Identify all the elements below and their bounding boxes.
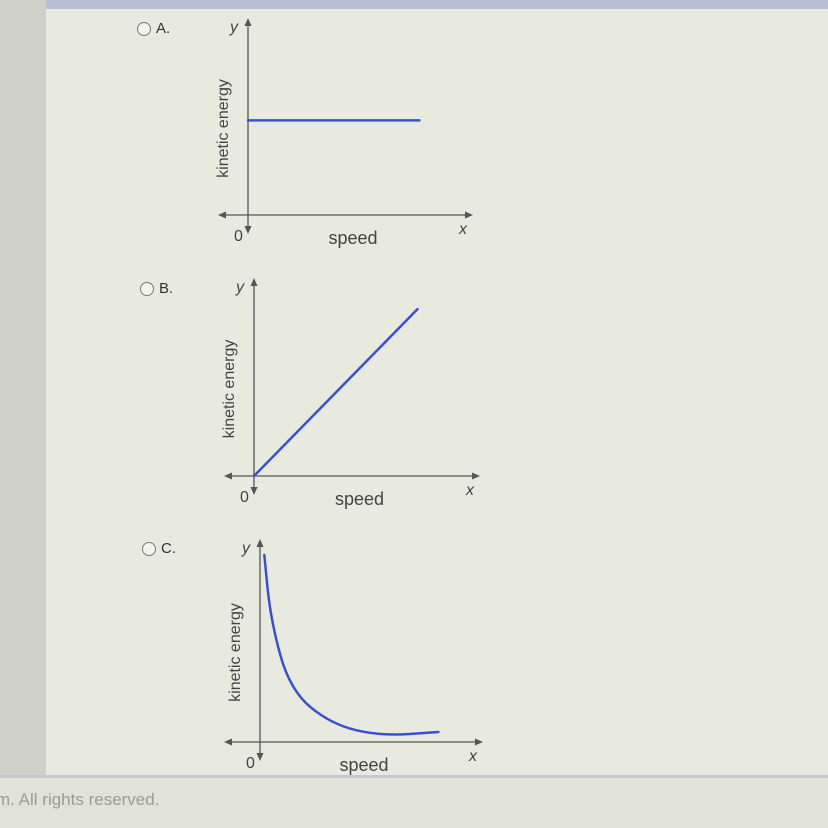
origin-label: 0 [234, 228, 243, 245]
left-margin [0, 0, 46, 778]
y-axis-arrow-icon [244, 18, 252, 26]
x-axis-letter: x [458, 221, 468, 238]
footer: m. All rights reserved. [0, 778, 828, 828]
x-axis-arrow-icon [224, 738, 232, 746]
x-axis-label: speed [340, 755, 389, 775]
option-label: B. [159, 280, 174, 297]
x-axis-arrow-icon [218, 211, 226, 219]
series-line [263, 553, 440, 736]
option-label: C. [161, 540, 176, 557]
series-line [252, 307, 419, 478]
y-axis-arrow-icon [256, 753, 264, 761]
x-axis-label: speed [335, 489, 384, 509]
y-axis-arrow-icon [256, 539, 264, 547]
radio-button-c[interactable] [142, 541, 156, 556]
option-c[interactable]: C. [142, 540, 176, 557]
x-axis-arrow-icon [224, 472, 232, 480]
x-axis-arrow-icon [475, 738, 483, 746]
origin-label: 0 [246, 755, 255, 772]
y-axis-label: kinetic energy [215, 79, 232, 178]
x-axis-arrow-icon [472, 472, 480, 480]
y-axis-letter: y [235, 279, 245, 296]
x-axis-letter: x [468, 748, 478, 765]
radio-button-b[interactable] [140, 281, 154, 296]
y-axis-label: kinetic energy [221, 340, 238, 439]
option-label: A. [156, 20, 171, 37]
x-axis-arrow-icon [465, 211, 473, 219]
y-axis-label: kinetic energy [227, 603, 244, 702]
y-axis-arrow-icon [244, 226, 252, 234]
x-axis-letter: x [465, 482, 475, 499]
option-b[interactable]: B. [140, 280, 173, 297]
y-axis-letter: y [241, 540, 251, 557]
x-axis-label: speed [329, 228, 378, 248]
top-bar [0, 0, 828, 9]
origin-label: 0 [240, 489, 249, 506]
copyright-text: m. All rights reserved. [0, 790, 160, 809]
radio-button-a[interactable] [137, 21, 151, 36]
y-axis-letter: y [229, 19, 239, 36]
option-a[interactable]: A. [137, 20, 170, 37]
question-panel [46, 9, 828, 776]
y-axis-arrow-icon [250, 487, 258, 495]
divider [0, 775, 828, 778]
y-axis-arrow-icon [250, 278, 258, 286]
